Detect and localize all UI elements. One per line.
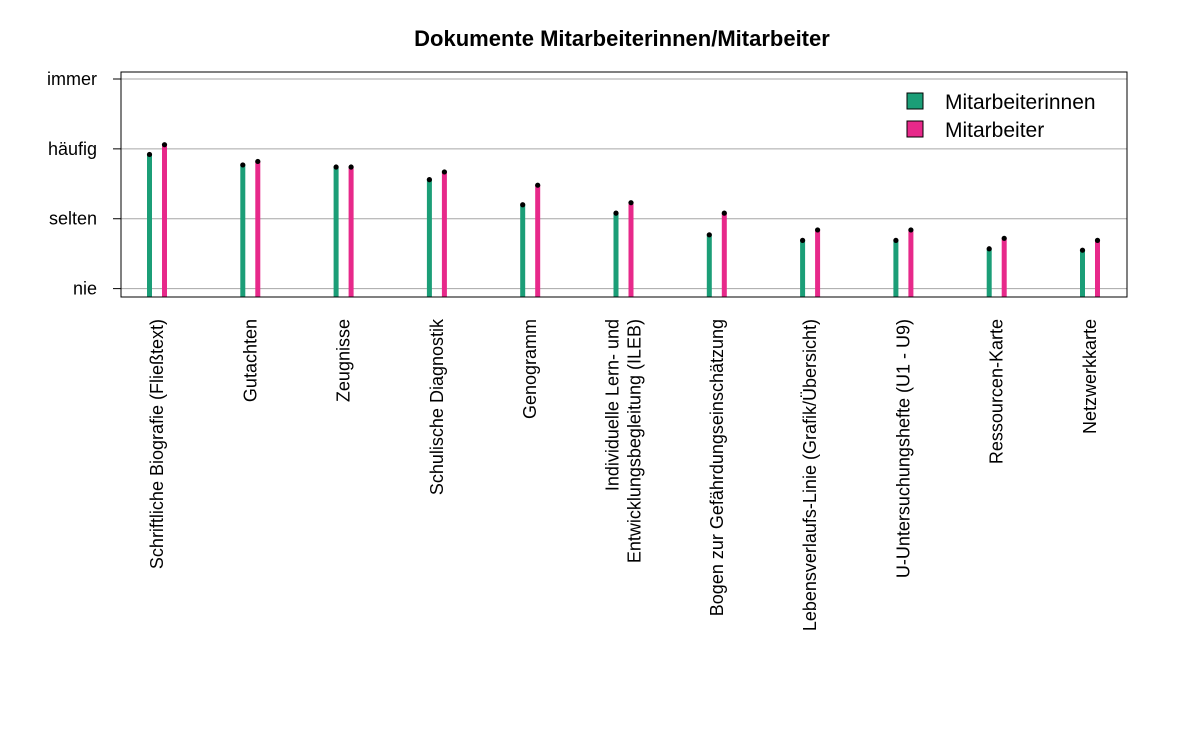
legend: Mitarbeiterinnen Mitarbeiter [906,91,1096,142]
bar [348,167,354,297]
x-tick-label: Entwicklungsbegleitung (ILEB) [625,319,645,563]
legend-swatch [906,120,924,138]
y-axis: nie selten häufig immer [47,69,121,299]
bar [908,229,914,297]
bar [520,204,526,297]
bar [800,240,806,297]
bar [893,240,899,297]
x-axis-labels: Schriftliche Biografie (Fließtext) Gutach… [147,318,1100,631]
bar [255,161,261,297]
x-tick-label: Lebensverlaufs-Linie (Grafik/Übersicht) [800,319,820,631]
bar [706,234,712,297]
bar [986,248,992,297]
x-tick-label: U-Untersuchungshefte (U1 - U9) [893,319,913,578]
bar-point [1094,237,1101,244]
bar-point [721,210,727,216]
bar [721,213,727,297]
bar [162,144,167,297]
x-tick-label: Gutachten [240,319,260,402]
bar-point [613,210,619,216]
bar-point [800,237,806,244]
bar-point [255,158,261,165]
bar-point [146,151,153,158]
bar-point [441,169,447,175]
x-tick-label: Schriftliche Biografie (Fließtext) [147,319,167,569]
bar [1001,238,1007,297]
bar-point [1079,247,1086,253]
legend-label: Mitarbeiter [945,119,1044,142]
bar [535,185,541,297]
bar-point [240,162,246,168]
bar-point [815,227,821,233]
bar-point [333,164,339,170]
bar [1080,250,1085,297]
x-tick-label: Ressourcen-Karte [987,319,1007,464]
chart-title: Dokumente Mitarbeiterinnen/Mitarbeiter [414,26,830,51]
x-tick-label: Genogramm [520,319,540,419]
bar-point [535,182,541,188]
x-tick-label: Zeugnisse [334,319,354,402]
bar [613,213,619,297]
bar [1095,240,1100,297]
x-tick-label: Netzwerkkarte [1080,319,1100,434]
bar-point [908,227,914,233]
y-tick-label: immer [47,69,97,89]
y-tick-label: nie [73,279,97,299]
bars [146,142,1101,297]
legend-swatch [906,92,924,110]
bar-point [1001,235,1007,241]
grid [121,78,1127,290]
bar-point [520,202,526,208]
plot-frame [120,71,1128,298]
x-tick-label: Individuelle Lern- und [603,319,623,491]
bar [426,179,432,297]
bar-point [628,200,634,206]
bar [628,202,634,297]
bar [333,167,339,297]
y-tick-label: selten [49,209,97,229]
bar-point [426,177,432,183]
y-tick-label: häufig [48,139,97,159]
x-tick-label: Schulische Diagnostik [427,318,447,495]
bar-point [706,232,712,238]
legend-label: Mitarbeiterinnen [945,91,1096,114]
bar [441,171,447,297]
bar-point [348,164,354,170]
bar [147,154,152,297]
bar-point [986,246,992,252]
bar [240,164,246,297]
bar-point [161,142,168,148]
bar-point [893,237,899,244]
x-tick-label: Bogen zur Gefährdungseinschätzung [707,319,727,616]
bar [815,229,821,297]
